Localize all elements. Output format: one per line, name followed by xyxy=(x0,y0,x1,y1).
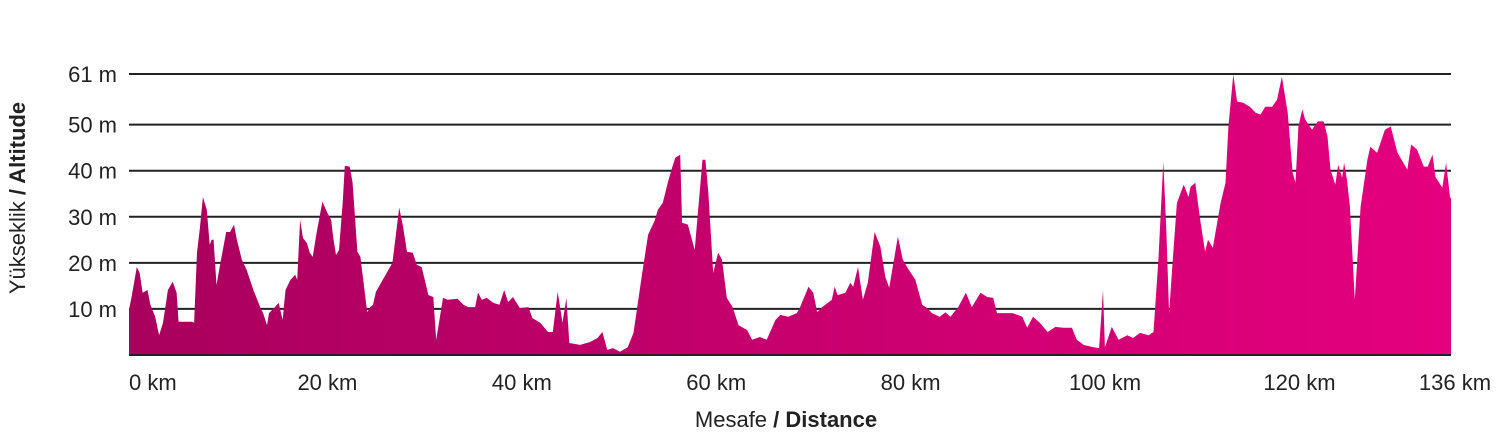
x-tick-label: 0 km xyxy=(129,370,177,395)
y-axis-title-normal: Yükseklik xyxy=(5,195,30,294)
x-tick-label: 20 km xyxy=(297,370,357,395)
x-tick-label: 80 km xyxy=(881,370,941,395)
x-tick-label: 60 km xyxy=(686,370,746,395)
elevation-area xyxy=(129,74,1451,355)
y-axis-title: Yükseklik / Altitude xyxy=(5,102,30,294)
y-tick-label: 40 m xyxy=(68,159,117,184)
x-tick-labels: 0 km 20 km 40 km 60 km 80 km 100 km 120 km 136 … xyxy=(129,370,1491,395)
y-tick-label: 61 m xyxy=(68,62,117,87)
x-tick-label: 136 km xyxy=(1419,370,1491,395)
x-axis-title-bold: / Distance xyxy=(773,407,877,432)
y-tick-labels: 10 m 20 m 30 m 40 m 50 m 61 m xyxy=(68,62,117,322)
y-tick-label: 30 m xyxy=(68,205,117,230)
y-tick-label: 20 m xyxy=(68,251,117,276)
y-axis-title-bold: / Altitude xyxy=(5,102,30,195)
x-tick-label: 100 km xyxy=(1069,370,1141,395)
y-tick-label: 50 m xyxy=(68,113,117,138)
x-axis-title-normal: Mesafe xyxy=(695,407,773,432)
x-tick-label: 120 km xyxy=(1263,370,1335,395)
x-axis-title: Mesafe / Distance xyxy=(695,407,877,432)
y-tick-label: 10 m xyxy=(68,297,117,322)
x-tick-label: 40 km xyxy=(492,370,552,395)
